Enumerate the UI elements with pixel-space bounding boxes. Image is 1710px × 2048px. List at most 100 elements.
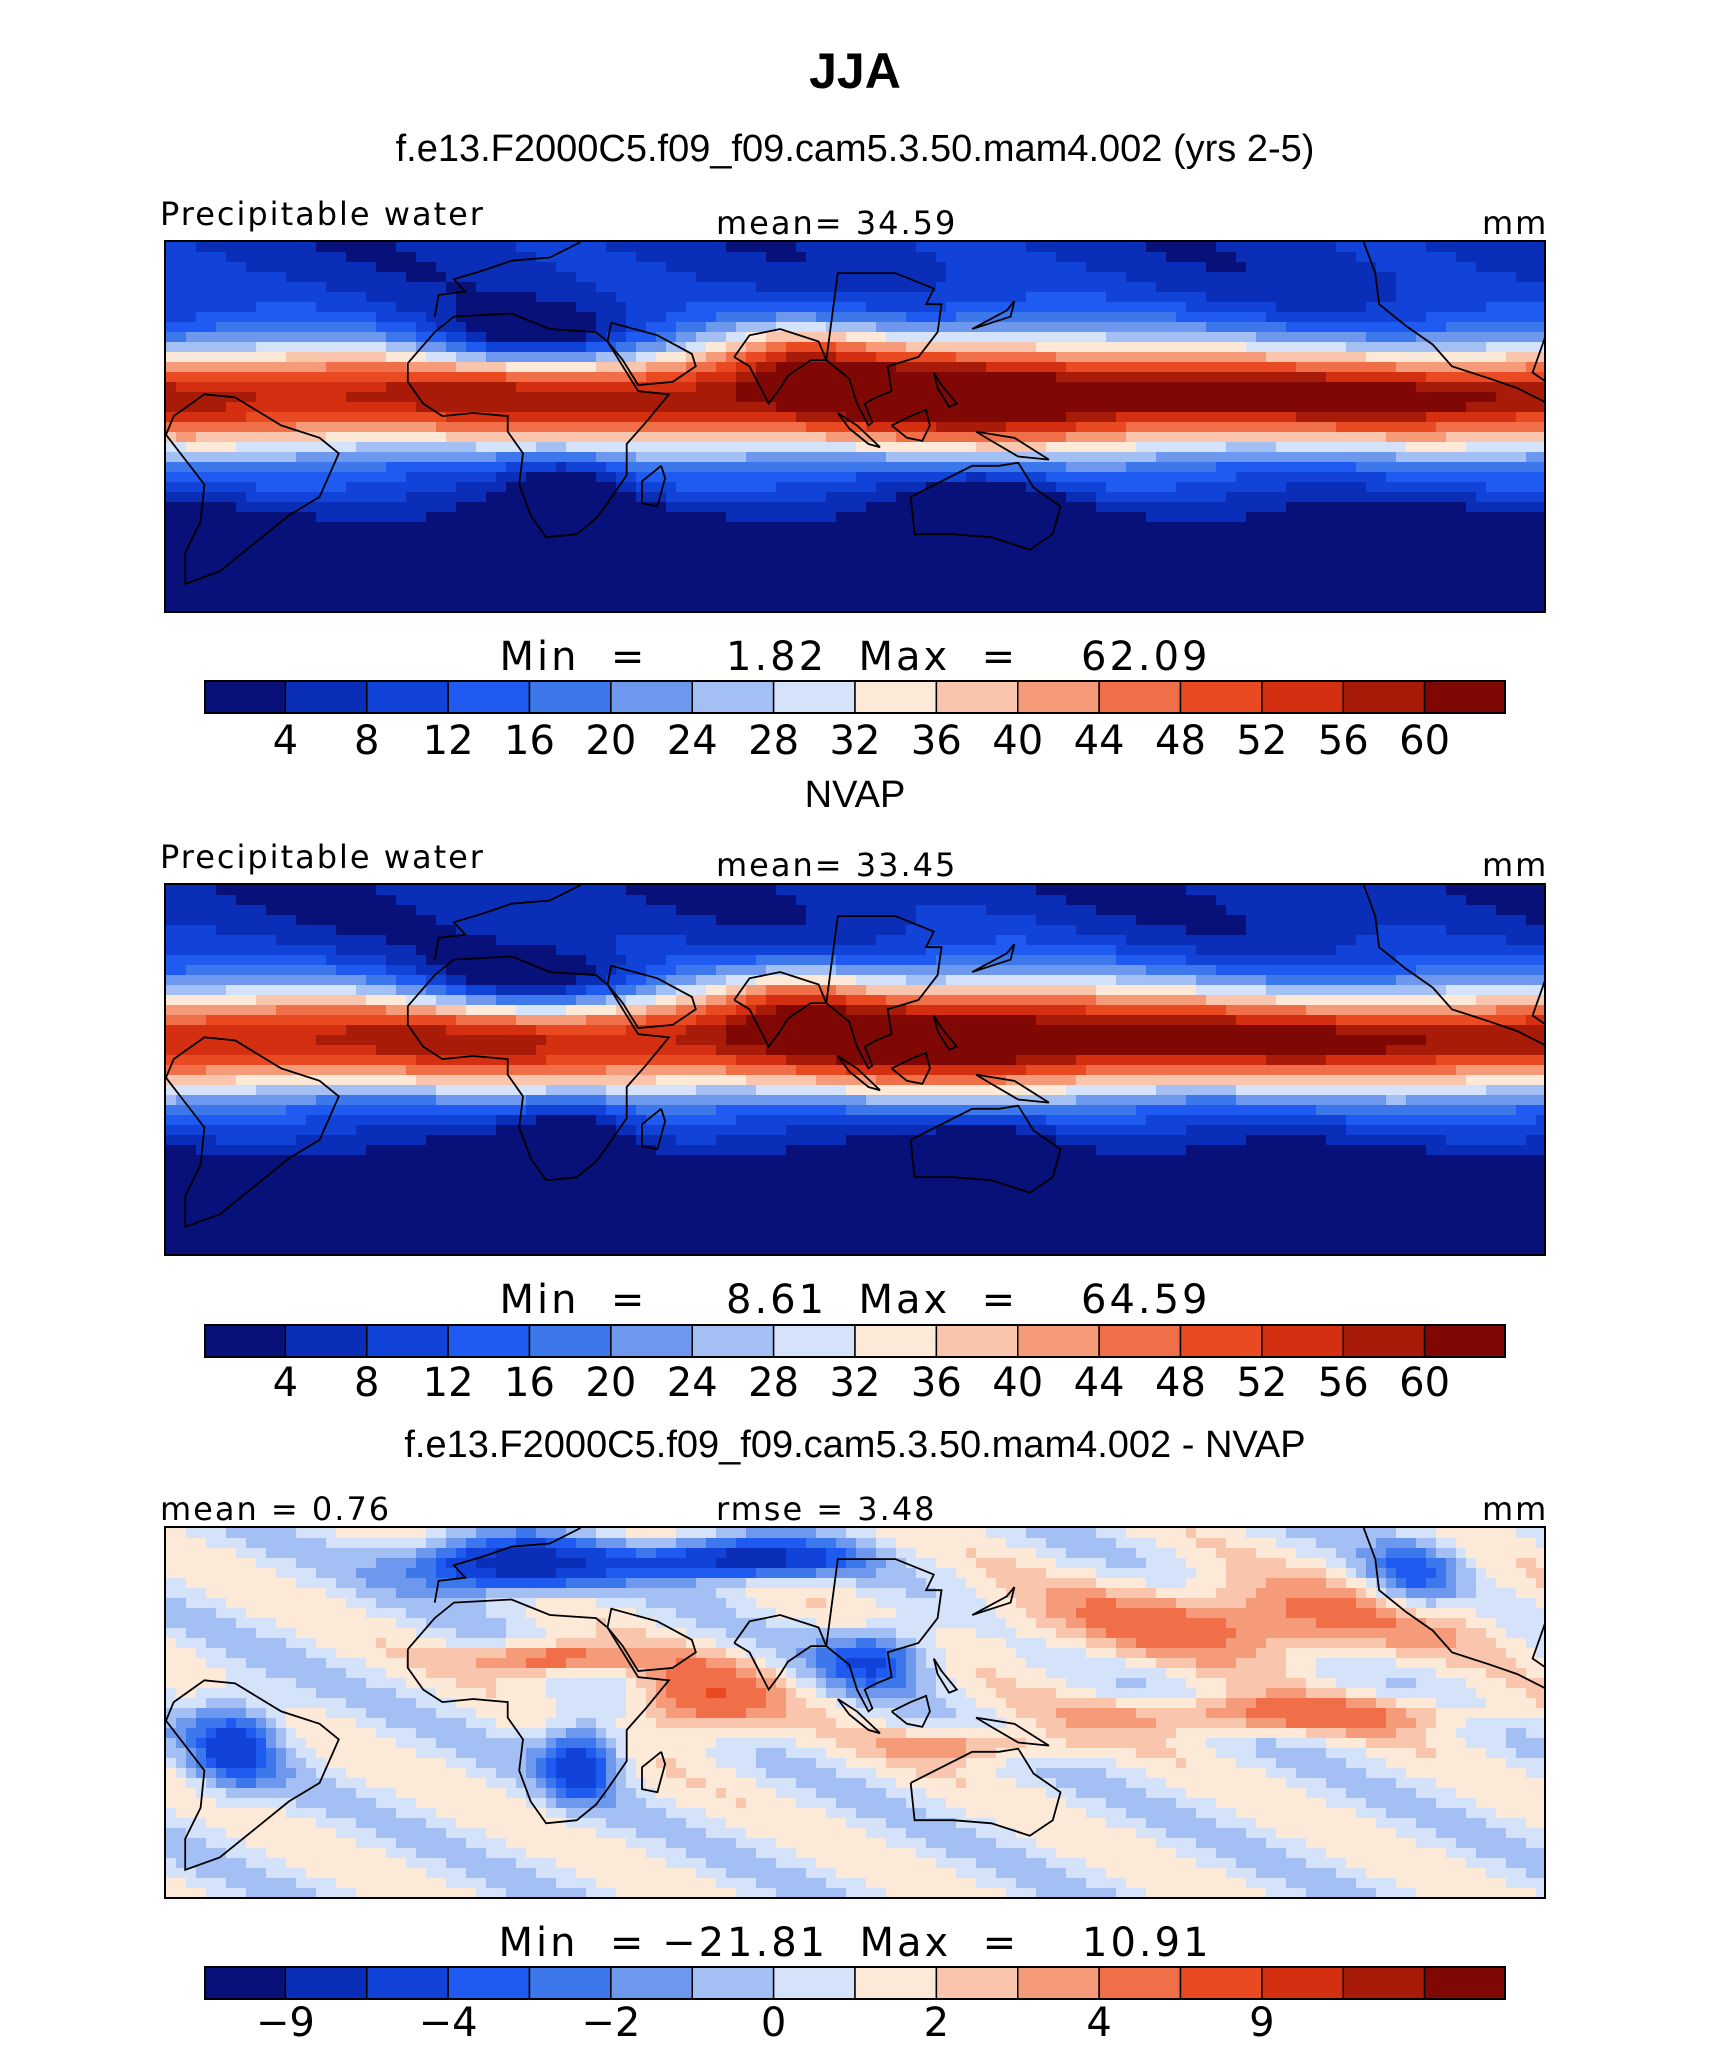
colorbar-swatch: [854, 1966, 938, 2000]
colorbar-tick-label: 12: [422, 718, 474, 764]
coastline: [971, 943, 1016, 973]
coastline: [406, 1598, 671, 1825]
coastline: [837, 1698, 881, 1735]
colorbar-swatch: [284, 1324, 368, 1358]
colorbar-tick-label: −4: [418, 2000, 478, 2046]
coastline: [909, 461, 1062, 551]
colorbar-tick-label: 4: [1086, 2000, 1112, 2046]
colorbar-swatch: [854, 680, 938, 714]
colorbar-swatch: [610, 680, 693, 714]
panel-1-variable-label: Precipitable water: [160, 195, 485, 233]
coastline: [1531, 337, 1544, 382]
panel-1-mean-label: mean= 34.59: [716, 204, 958, 242]
coastline: [975, 430, 1050, 461]
coastline: [733, 971, 828, 1049]
panel-3-map-svg: [166, 1528, 1544, 1897]
panel-2-heading: NVAP: [804, 774, 906, 816]
coastline: [1362, 885, 1544, 1046]
colorbar-swatch: [366, 1324, 449, 1358]
coastline: [891, 1051, 931, 1085]
coastline: [932, 1015, 959, 1051]
panel-3-units-label: mm: [1482, 1490, 1549, 1528]
panel-2-mean-label: mean= 33.45: [716, 846, 958, 884]
colorbar-swatch: [1179, 1966, 1263, 2000]
colorbar-tick-label: 4: [272, 718, 299, 764]
colorbar-tick-label: 0: [760, 2000, 787, 2046]
coastline: [975, 1716, 1050, 1747]
panel-2-variable-label: Precipitable water: [160, 838, 485, 876]
panel-3-colorbar: [204, 1966, 1506, 2000]
panel-1-map-svg: [166, 242, 1544, 611]
colorbar-swatch: [447, 1966, 531, 2000]
panel-3-min-max: Min = −21.81 Max = 10.91: [498, 1920, 1212, 1966]
panel-1-heading: f.e13.F2000C5.f09_f09.cam5.3.50.mam4.002…: [395, 128, 1315, 170]
colorbar-swatch: [366, 680, 449, 714]
colorbar-tick-label: 28: [748, 718, 800, 764]
panel-3-rmse-label: rmse = 3.48: [716, 1490, 937, 1528]
colorbar-tick-label: 56: [1317, 718, 1369, 764]
colorbar-swatch: [204, 1324, 287, 1358]
colorbar-swatch: [1179, 1324, 1263, 1358]
coastline: [733, 328, 828, 406]
colorbar-tick-label: 48: [1155, 718, 1206, 764]
coastline: [1362, 1528, 1544, 1689]
panel-2-colorbar-ticks: 4 8 12 16 20 24 28 32 36 40 44 48 52 56 60: [0, 1360, 1710, 1410]
coastline: [891, 408, 931, 442]
coastline: [909, 1747, 1062, 1837]
colorbar-tick-label: 20: [585, 1360, 637, 1406]
panel-1-map: [164, 240, 1546, 613]
coastline: [406, 312, 671, 539]
colorbar-tick-label: −2: [581, 2000, 641, 2046]
panel-3-heading: f.e13.F2000C5.f09_f09.cam5.3.50.mam4.002…: [404, 1424, 1306, 1466]
colorbar-swatch: [610, 1966, 693, 2000]
colorbar-swatch: [1423, 680, 1506, 714]
panel-3-map: [164, 1526, 1546, 1899]
colorbar-tick-label: 20: [585, 718, 637, 764]
coastline: [641, 465, 667, 508]
colorbar-swatch: [204, 1966, 287, 2000]
coastline: [975, 1073, 1050, 1104]
colorbar-swatch: [528, 680, 612, 714]
colorbar-tick-label: 36: [910, 1360, 962, 1406]
colorbar-tick-label: 56: [1317, 1360, 1369, 1406]
colorbar-tick-label: 52: [1236, 718, 1288, 764]
colorbar-swatch: [1423, 1324, 1506, 1358]
colorbar-swatch: [691, 1966, 775, 2000]
panel-1-colorbar-ticks: 4 8 12 16 20 24 28 32 36 40 44 48 52 56 60: [0, 718, 1710, 768]
colorbar-swatch: [528, 1324, 612, 1358]
coastline: [837, 1055, 881, 1092]
panel-1-units-label: mm: [1482, 204, 1549, 242]
coastline: [825, 915, 943, 1070]
panel-2-colorbar: [204, 1324, 1506, 1358]
panel-3-colorbar-ticks: −9 −4 −2 0 2 4 9: [0, 2000, 1710, 2048]
colorbar-swatch: [1098, 1324, 1182, 1358]
colorbar-tick-label: 48: [1155, 1360, 1206, 1406]
colorbar-tick-label: 36: [910, 718, 962, 764]
colorbar-swatch: [447, 680, 531, 714]
colorbar-swatch: [1342, 1324, 1426, 1358]
colorbar-tick-label: 32: [829, 1360, 881, 1406]
coastline: [932, 372, 959, 408]
coastline: [825, 272, 943, 427]
colorbar-swatch: [935, 1966, 1019, 2000]
colorbar-swatch: [772, 680, 856, 714]
coastline: [166, 393, 340, 586]
coastline: [971, 300, 1016, 330]
colorbar-swatch: [284, 680, 368, 714]
colorbar-tick-label: 52: [1236, 1360, 1288, 1406]
colorbar-swatch: [610, 1324, 693, 1358]
colorbar-tick-label: 60: [1399, 718, 1451, 764]
colorbar-swatch: [366, 1966, 449, 2000]
colorbar-swatch: [447, 1324, 531, 1358]
coastline: [433, 242, 582, 317]
colorbar-tick-label: 60: [1399, 1360, 1451, 1406]
colorbar-swatch: [1342, 680, 1426, 714]
panel-2-min-max: Min = 8.61 Max = 64.59: [499, 1277, 1211, 1323]
colorbar-swatch: [935, 680, 1019, 714]
coastline: [433, 1528, 582, 1603]
coastline: [825, 1558, 943, 1713]
coastline: [1531, 980, 1544, 1025]
colorbar-swatch: [935, 1324, 1019, 1358]
colorbar-tick-label: 9: [1249, 2000, 1275, 2046]
colorbar-swatch: [528, 1966, 612, 2000]
